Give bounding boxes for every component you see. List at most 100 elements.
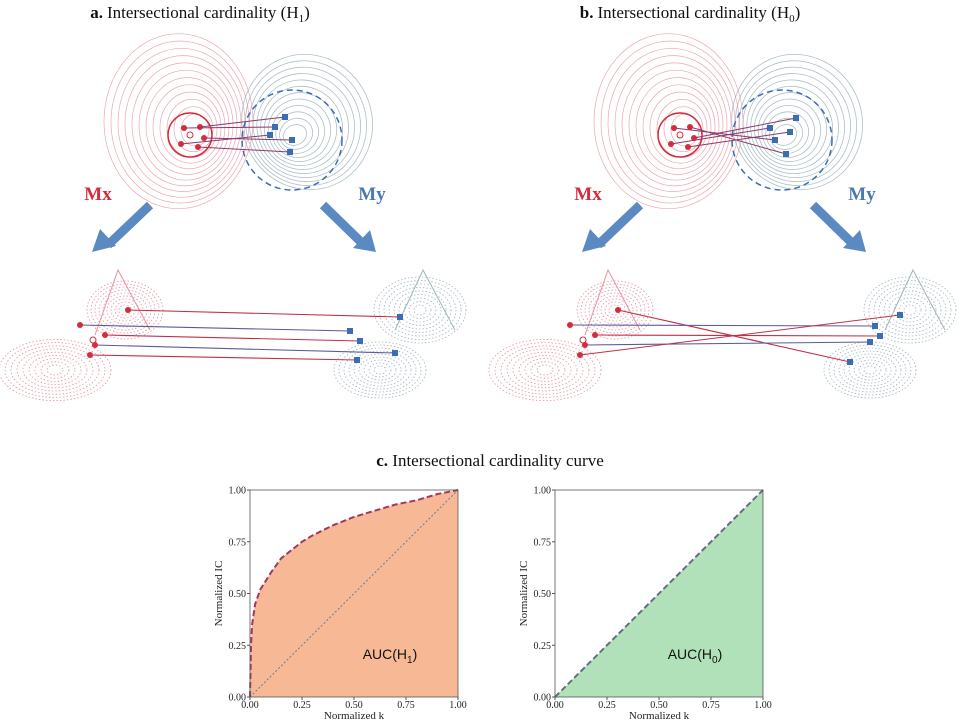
point xyxy=(767,125,773,131)
shadow-orbit xyxy=(369,363,391,377)
shadow-orbit xyxy=(844,354,896,386)
shadow-orbit xyxy=(414,305,426,315)
y-tick-label: 0.25 xyxy=(229,641,247,652)
x-tick-label: 0.25 xyxy=(598,700,616,711)
attractor-orbit xyxy=(104,34,253,209)
x-tick-label: 0.75 xyxy=(397,700,415,711)
shadow-orbit xyxy=(824,342,916,398)
panel-label: b. xyxy=(580,3,594,22)
shadow-orbit xyxy=(334,342,426,398)
point xyxy=(787,129,793,135)
shadow-orbit xyxy=(409,302,431,319)
shadow-orbit xyxy=(884,291,936,329)
shadow-orbit xyxy=(495,343,595,398)
attractor-orbit xyxy=(252,81,348,178)
neighbor-link xyxy=(105,335,360,341)
arrow xyxy=(108,205,150,245)
annotation-part: ) xyxy=(718,646,723,662)
point xyxy=(287,149,293,155)
annotation-part: AUC(H xyxy=(668,646,712,662)
shadow-orbit xyxy=(859,363,881,377)
point xyxy=(289,137,295,143)
shadow-orbit xyxy=(501,346,589,394)
shadow-orbit xyxy=(354,354,406,386)
shadow-orbit xyxy=(874,284,946,336)
y-tick-label: 1.00 xyxy=(229,486,247,497)
point xyxy=(397,314,403,320)
projection-label: Mx xyxy=(84,184,112,205)
shadow-orbit xyxy=(11,346,99,394)
point xyxy=(793,115,799,121)
shadow-orbit xyxy=(537,365,553,375)
shadow-orbit xyxy=(0,339,111,400)
center-point xyxy=(580,337,586,343)
shadow-orbit xyxy=(23,352,87,388)
panel-title-end: ) xyxy=(304,3,310,22)
y-tick-label: 0.25 xyxy=(534,641,552,652)
page: {"panels": [ {"label": "a.", "title": "I… xyxy=(0,0,979,723)
attractor-orbit xyxy=(657,99,707,157)
panel-title-end: ) xyxy=(795,3,801,22)
section-label: c. xyxy=(376,451,388,470)
attractor-orbit xyxy=(615,56,731,192)
y-tick-label: 0.50 xyxy=(229,589,247,600)
panel-title-text: Intersectional cardinality (H xyxy=(597,3,789,22)
annotation-part: ) xyxy=(413,646,418,662)
projection-label: My xyxy=(848,184,876,205)
point xyxy=(847,359,853,365)
point xyxy=(272,124,278,130)
neighbor-link xyxy=(694,118,796,138)
shadow-orbit xyxy=(47,365,63,375)
shadow-orbit xyxy=(834,348,906,392)
panel-title-text: Intersectional cardinality (H xyxy=(107,3,299,22)
center-point xyxy=(677,132,683,138)
point xyxy=(125,307,131,313)
attractor-orbit xyxy=(153,85,225,169)
point xyxy=(354,357,360,363)
point xyxy=(195,144,201,150)
attractor-orbit xyxy=(622,63,727,186)
y-axis-label: Normalized IC xyxy=(213,561,225,627)
attractor-orbit xyxy=(125,56,241,192)
point xyxy=(197,124,203,130)
y-axis-label: Normalized IC xyxy=(518,561,530,627)
neighbor-link xyxy=(570,325,875,326)
point xyxy=(897,312,903,318)
shadow-orbit xyxy=(394,291,446,329)
shadow-orbit xyxy=(29,355,81,384)
shadow-peak xyxy=(885,270,945,330)
x-axis-label: Normalized k xyxy=(629,710,690,722)
attractor-orbit xyxy=(263,97,333,166)
point xyxy=(77,322,83,328)
y-tick-label: 0.50 xyxy=(534,589,552,600)
point xyxy=(772,137,778,143)
shadow-orbit xyxy=(344,348,416,392)
neighbor-link xyxy=(585,342,870,345)
projection-label: My xyxy=(358,184,386,205)
point xyxy=(392,350,398,356)
annotation-part: AUC(H xyxy=(363,646,407,662)
shadow-orbit xyxy=(849,357,891,383)
point xyxy=(783,151,789,157)
shadow-orbit xyxy=(864,366,876,374)
x-tick-label: 1.00 xyxy=(449,700,467,711)
section-text: Intersectional cardinality curve xyxy=(392,451,603,470)
shadow-orbit xyxy=(374,366,386,374)
shadow-orbit xyxy=(384,284,456,336)
point xyxy=(668,141,674,147)
point xyxy=(615,307,621,313)
y-tick-label: 0.75 xyxy=(534,537,552,548)
point xyxy=(567,322,573,328)
chart: 0.000.250.500.751.000.000.250.500.751.00… xyxy=(213,486,467,723)
point xyxy=(877,333,883,339)
point xyxy=(201,135,207,141)
panel-title: a.Intersectional cardinality (H1) xyxy=(90,3,310,25)
shadow-orbit xyxy=(5,343,105,398)
arrow xyxy=(323,205,362,243)
point xyxy=(102,332,108,338)
arrow xyxy=(813,205,852,243)
shadow-orbit xyxy=(489,339,601,400)
figure: c. Intersectional cardinality curve a.In… xyxy=(0,0,979,723)
shadow-orbit xyxy=(374,277,466,343)
point xyxy=(181,125,187,131)
